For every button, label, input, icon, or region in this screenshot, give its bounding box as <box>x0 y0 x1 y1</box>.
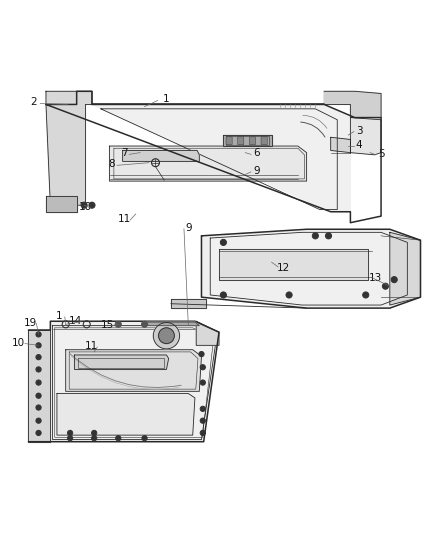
Circle shape <box>142 435 147 441</box>
Text: 8: 8 <box>108 159 115 169</box>
Text: 19: 19 <box>24 318 37 328</box>
Polygon shape <box>46 197 77 212</box>
Polygon shape <box>196 321 219 345</box>
Text: 14: 14 <box>69 316 82 326</box>
FancyBboxPatch shape <box>226 137 232 145</box>
Polygon shape <box>123 150 199 161</box>
Circle shape <box>115 321 121 327</box>
FancyBboxPatch shape <box>249 137 255 145</box>
Polygon shape <box>66 350 201 391</box>
Circle shape <box>382 283 389 289</box>
Polygon shape <box>57 393 195 435</box>
Circle shape <box>67 430 73 435</box>
Circle shape <box>36 367 41 372</box>
Circle shape <box>200 430 205 435</box>
Circle shape <box>116 435 121 441</box>
Circle shape <box>363 292 369 298</box>
Circle shape <box>220 239 226 246</box>
Text: 9: 9 <box>253 166 260 176</box>
Polygon shape <box>28 330 50 442</box>
Circle shape <box>81 202 87 208</box>
Text: 1: 1 <box>56 311 63 320</box>
Text: 10: 10 <box>79 203 92 212</box>
Circle shape <box>36 332 41 337</box>
Polygon shape <box>390 232 420 305</box>
Circle shape <box>153 322 180 349</box>
Text: 12: 12 <box>277 263 290 273</box>
Circle shape <box>312 233 318 239</box>
Circle shape <box>220 292 226 298</box>
Circle shape <box>286 292 292 298</box>
Circle shape <box>92 430 97 435</box>
Text: 5: 5 <box>378 149 385 159</box>
Polygon shape <box>201 229 420 308</box>
Circle shape <box>141 321 148 327</box>
Circle shape <box>200 380 205 385</box>
FancyBboxPatch shape <box>261 137 267 145</box>
Text: 2: 2 <box>30 97 37 107</box>
Circle shape <box>391 277 397 282</box>
Circle shape <box>36 418 41 423</box>
Text: 10: 10 <box>12 338 25 348</box>
Polygon shape <box>110 146 307 181</box>
Circle shape <box>36 430 41 435</box>
Circle shape <box>89 202 95 208</box>
Circle shape <box>200 365 205 370</box>
Polygon shape <box>324 91 381 118</box>
Polygon shape <box>46 91 92 205</box>
Circle shape <box>92 435 97 441</box>
Text: 9: 9 <box>185 223 192 233</box>
Text: 11: 11 <box>85 341 98 351</box>
Polygon shape <box>92 104 350 212</box>
Polygon shape <box>331 138 350 152</box>
Polygon shape <box>171 300 206 308</box>
Circle shape <box>325 233 332 239</box>
Text: 4: 4 <box>356 140 363 150</box>
Polygon shape <box>145 322 199 326</box>
Circle shape <box>67 435 73 441</box>
Circle shape <box>36 354 41 360</box>
Text: 7: 7 <box>120 149 127 158</box>
Circle shape <box>36 393 41 398</box>
Text: 6: 6 <box>253 149 260 158</box>
Text: 13: 13 <box>369 273 382 284</box>
Circle shape <box>159 328 174 344</box>
Text: 1: 1 <box>163 94 170 104</box>
Circle shape <box>200 418 205 423</box>
Polygon shape <box>28 321 219 442</box>
Polygon shape <box>350 118 381 155</box>
Text: 15: 15 <box>101 320 114 330</box>
Circle shape <box>36 405 41 410</box>
FancyBboxPatch shape <box>238 137 244 145</box>
Circle shape <box>200 406 205 411</box>
Polygon shape <box>223 135 272 146</box>
Polygon shape <box>74 355 169 369</box>
Circle shape <box>36 380 41 385</box>
Text: 3: 3 <box>356 126 363 136</box>
Circle shape <box>36 343 41 348</box>
Polygon shape <box>219 249 368 280</box>
Text: 11: 11 <box>118 214 131 224</box>
Circle shape <box>199 351 204 357</box>
